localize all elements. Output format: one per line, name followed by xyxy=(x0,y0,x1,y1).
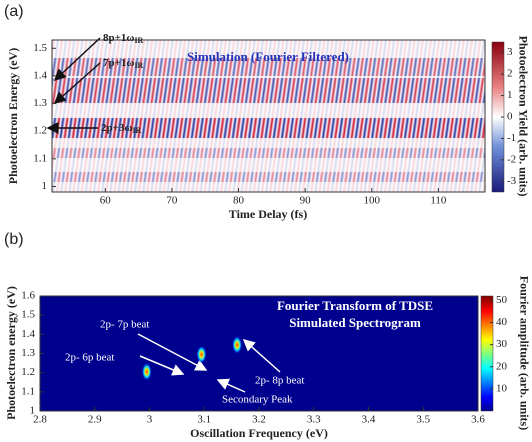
x-tick-label: 110 xyxy=(430,195,447,207)
title: Fourier Transform of TDSE xyxy=(277,298,433,313)
annotations: 2p- 7p beat 2p- 6p beat 2p- 8p beat Seco… xyxy=(65,298,433,406)
annotation-sub: IR xyxy=(134,36,143,45)
colorbar-tick-label: 3 xyxy=(507,46,513,58)
y-axis-label: Photoelectron Energy (eV) xyxy=(6,48,20,184)
x-tick-label: 3.5 xyxy=(416,414,430,426)
annotation: 2p- 6p beat xyxy=(65,352,114,364)
x-axis-label: Time Delay (fs) xyxy=(229,207,307,221)
y-tick-label: 1.1 xyxy=(33,152,47,164)
x-tick-label: 2.9 xyxy=(88,414,102,426)
colorbar xyxy=(480,295,494,412)
colorbar-tick-label: 0 xyxy=(507,111,513,123)
x-tick-label: 3.6 xyxy=(471,414,485,426)
x-tick-label: 90 xyxy=(300,195,312,207)
x-tick-label: 3.2 xyxy=(252,414,266,426)
y-tick-label: 1 xyxy=(30,405,36,417)
annotation-sub: IR xyxy=(132,126,141,135)
colorbar-tick-label: 1 xyxy=(507,89,513,101)
colorbar-tick-label: 2 xyxy=(507,68,513,80)
annotation: 8p+1ωIR xyxy=(103,32,144,45)
y-tick-label: 1.3 xyxy=(21,347,35,359)
panel-label: (a) xyxy=(4,3,24,20)
annotation-sub: IR xyxy=(134,61,143,70)
colorbar-tick-label: 30 xyxy=(496,338,508,350)
x-tick-label: 100 xyxy=(364,195,381,207)
colorbar-label: Photoelectron Yield (arb. units) xyxy=(516,36,530,197)
y-tick-label: 1.3 xyxy=(33,97,47,109)
x-tick-label: 70 xyxy=(166,195,178,207)
y-tick-label: 1.4 xyxy=(33,69,47,81)
fringes xyxy=(52,40,485,192)
colorbar-tick-label: 40 xyxy=(496,316,508,328)
x-tick-label: 3.3 xyxy=(307,414,321,426)
y-tick-label: 1.5 xyxy=(21,309,35,321)
annotation: Secondary Peak xyxy=(222,394,293,406)
x-tick-label: 3 xyxy=(147,414,153,426)
x-tick-label: 2.8 xyxy=(33,414,47,426)
colorbar-tick-label: -3 xyxy=(507,175,517,187)
x-tick-label: 3.4 xyxy=(362,414,376,426)
x-tick-label: 60 xyxy=(100,195,112,207)
annotation-text: 2p+3ω xyxy=(101,122,132,134)
colorbar-label: Fourier amplitude (arb. units) xyxy=(517,276,531,430)
title: Simulated Spectrogram xyxy=(289,315,421,330)
colorbar-tick-label: 20 xyxy=(496,360,508,372)
colorbar-tick-label: 10 xyxy=(496,382,508,394)
y-tick-label: 1.2 xyxy=(33,125,47,137)
annotation: 7p+1ωIR xyxy=(103,57,144,70)
y-tick-label: 1.1 xyxy=(21,385,35,397)
peak xyxy=(141,362,152,381)
x-tick-label: 80 xyxy=(233,195,245,207)
panel-label: (b) xyxy=(4,231,24,248)
y-tick-label: 1 xyxy=(42,180,48,192)
colorbar-tick-label: -1 xyxy=(507,132,516,144)
peak xyxy=(196,345,207,364)
annotation-text: 8p+1ω xyxy=(103,32,134,44)
y-tick-label: 1.6 xyxy=(21,290,35,302)
y-axis-label: Photoelectron energy (eV) xyxy=(4,286,18,420)
y-tick-label: 1.4 xyxy=(21,328,35,340)
colorbar-tick-label: 50 xyxy=(496,294,508,306)
annotations: 8p+1ωIR 7p+1ωIR 2p+3ωIR xyxy=(46,32,144,135)
annotation: 2p+3ωIR xyxy=(101,122,142,135)
colorbar-tick-label: -2 xyxy=(507,153,516,165)
y-tick-label: 1.2 xyxy=(21,366,35,378)
peak xyxy=(232,335,243,354)
annotation: 2p- 7p beat xyxy=(100,319,149,331)
x-tick-label: 3.1 xyxy=(197,414,211,426)
title: Simulation (Fourier Filtered) xyxy=(187,49,349,64)
annotation-text: 7p+1ω xyxy=(103,57,134,69)
y-tick-label: 1.5 xyxy=(33,42,47,54)
x-axis-label: Oscillation Frequency (eV) xyxy=(190,426,328,440)
annotation: 2p- 8p beat xyxy=(255,375,304,387)
plot-frame xyxy=(51,39,486,193)
